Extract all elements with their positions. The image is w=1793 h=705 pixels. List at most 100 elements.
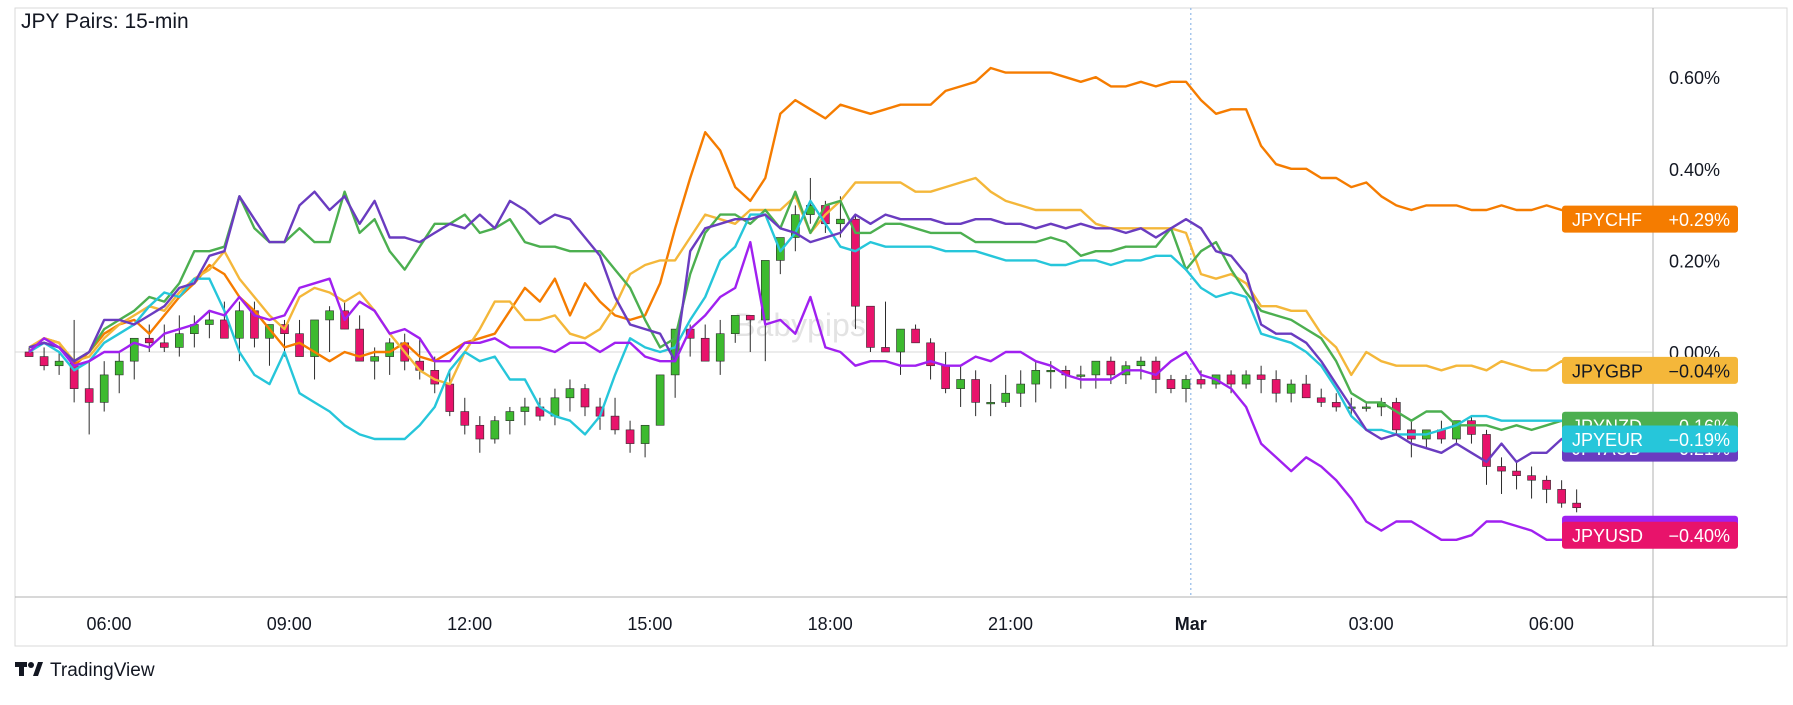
tradingview-logo-icon [15, 662, 43, 676]
candle-body [1001, 392, 1010, 403]
series-label-box [1562, 356, 1738, 384]
candle-body [114, 360, 124, 376]
candle-body [1512, 470, 1521, 476]
series-line-jpynzd [28, 190, 1593, 432]
series-label-value: −0.19% [1668, 430, 1730, 450]
series-line-jpychf [28, 66, 1593, 367]
x-tick-label: Mar [1175, 614, 1207, 634]
candle-body [866, 305, 875, 348]
candle-body [1106, 360, 1116, 376]
candle-body [159, 342, 169, 348]
series-label-name: JPYUSD [1572, 526, 1643, 546]
candle-body [881, 347, 890, 353]
candle-body [911, 328, 920, 344]
candle-body [1271, 379, 1281, 394]
y-tick-label: 0.60% [1669, 68, 1720, 88]
series-line-jpyeur [28, 199, 1593, 441]
candle-body [475, 424, 485, 440]
candle-body [1452, 420, 1461, 440]
series-label-value: +0.29% [1668, 210, 1730, 230]
candle-body [1196, 379, 1206, 385]
candle-body [355, 328, 364, 362]
candle-body [941, 365, 950, 389]
candle-body [1241, 374, 1251, 385]
candle-body [220, 319, 229, 339]
candle-body [715, 333, 725, 362]
candle-body [1497, 466, 1506, 472]
candle-body [235, 310, 244, 339]
series-label-name: JPYCHF [1572, 210, 1642, 230]
candle-body [175, 333, 184, 348]
candle-body [1016, 383, 1026, 394]
y-tick-label: 0.20% [1669, 251, 1720, 271]
chart-title: JPY Pairs: 15-min [21, 10, 189, 33]
candle-body [1572, 502, 1581, 509]
candle-body [986, 402, 995, 405]
candle-body [580, 388, 590, 408]
series-line-jpyusd [28, 240, 1593, 541]
tradingview-brand: TradingView [50, 660, 155, 681]
candle-body [1301, 383, 1311, 399]
candle-body [745, 315, 755, 321]
candle-body [325, 310, 334, 321]
candle-body [54, 360, 64, 367]
candle-body [926, 342, 935, 367]
candle-body [1467, 420, 1476, 435]
candle-body [1331, 402, 1341, 408]
candle-body [640, 424, 650, 444]
candle-body [24, 351, 34, 357]
candle-body [1527, 475, 1536, 481]
candle-body [655, 374, 665, 426]
x-tick-label: 15:00 [627, 614, 672, 634]
candle-body [1166, 379, 1176, 389]
candle-body [1091, 360, 1101, 376]
candle-body [1286, 383, 1296, 394]
candle-body [851, 218, 860, 307]
candle-body [39, 356, 49, 367]
candle-body [310, 319, 319, 357]
candle-body [700, 337, 710, 362]
candle-body [1151, 360, 1161, 380]
candle-body [956, 379, 965, 389]
chart-frame [14, 7, 1788, 647]
candle-body [1542, 479, 1551, 490]
candle-body [490, 420, 500, 440]
candle-body [1031, 370, 1041, 385]
candle-body [129, 337, 139, 362]
candle-body [445, 383, 455, 412]
series-label-box [1562, 425, 1738, 453]
candle-body [205, 319, 214, 325]
x-tick-label: 06:00 [86, 614, 131, 634]
candle-body [505, 411, 515, 422]
x-tick-label: 03:00 [1349, 614, 1394, 634]
candle-body [896, 328, 905, 353]
candle-body [1256, 374, 1266, 380]
candle-body [1076, 374, 1086, 377]
series-label-name: JPYEUR [1572, 430, 1643, 450]
candle-body [836, 218, 845, 225]
candle-body [1181, 379, 1191, 389]
candle-body [84, 388, 94, 403]
candle-body [730, 315, 740, 334]
candle-body [1226, 374, 1236, 385]
candle-body [265, 324, 274, 339]
series-label-box [1562, 205, 1738, 233]
candle-body [460, 411, 470, 426]
series-label-value: −0.04% [1668, 361, 1730, 381]
candle-body [1136, 360, 1146, 367]
candle-body [144, 337, 154, 344]
candle-body [1557, 489, 1566, 504]
x-tick-label: 06:00 [1529, 614, 1574, 634]
series-label-name: JPYGBP [1572, 361, 1643, 381]
y-tick-label: 0.40% [1669, 160, 1720, 180]
candle-body [625, 429, 635, 444]
x-tick-label: 21:00 [988, 614, 1033, 634]
candle-body [565, 388, 575, 399]
candle-body [99, 374, 109, 403]
series-label-value: −0.40% [1668, 526, 1730, 546]
candle-body [1316, 397, 1326, 403]
candle-body [971, 379, 980, 403]
candle-body [1361, 406, 1371, 409]
